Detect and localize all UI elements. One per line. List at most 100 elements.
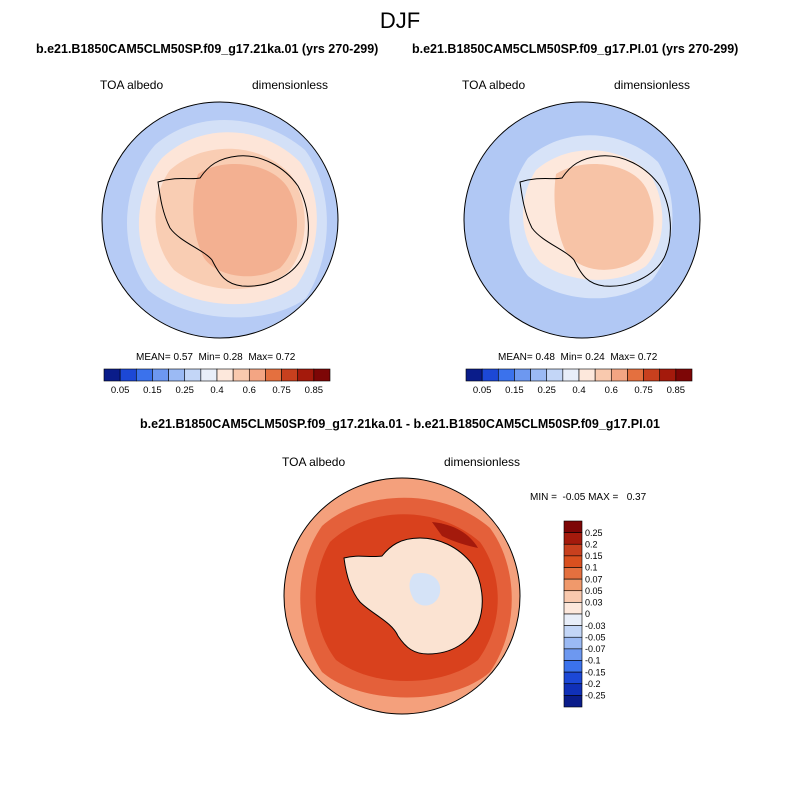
left-colorbar-tick-label: 0.15 [143,385,162,396]
right-stats: MEAN= 0.48 Min= 0.24 Max= 0.72 [498,352,657,363]
diff-colorbar-swatch [563,695,583,708]
left-antarctica-coastline [157,155,309,287]
diff-colorbar-tick-label: 0.25 [585,528,603,538]
diff-colorbar-tick-label: 0.03 [585,598,603,608]
diff-colorbar-tick-label: -0.03 [585,621,606,631]
left-colorbar-swatch [103,368,121,382]
right-panel-title: b.e21.B1850CAM5CLM50SP.f09_g17.PI.01 (yr… [412,42,739,56]
left-colorbar-tick-label: 0.25 [175,385,194,396]
diff-panel-title: b.e21.B1850CAM5CLM50SP.f09_g17.21ka.01 -… [140,417,660,431]
left-antarctic-interior [193,163,298,277]
left-polar-map [101,101,339,339]
right-mean-value: 0.48 [535,352,555,363]
left-colorbar-tick-label: 0.85 [305,385,324,396]
left-colorbar-swatch [119,368,137,382]
right-max-label: Max= [610,352,636,363]
left-colorbar-swatch [297,368,315,382]
diff-max-patch [432,522,478,548]
left-colorbar-tick-label: 0.4 [210,385,223,396]
left-colorbar-swatch [168,368,186,382]
left-colorbar-swatch [135,368,153,382]
diff-colorbar-swatch [563,660,583,673]
figure-title: DJF [379,8,421,33]
right-min-value: 0.24 [585,352,605,363]
left-colorbar-tick-label: 0.75 [272,385,291,396]
diff-colorbar-swatch [563,671,583,685]
diff-colorbar-swatch [563,636,583,650]
diff-units-label: dimensionless [444,455,521,469]
right-colorbar-tick-label: 0.25 [537,385,556,396]
right-colorbar-tick-label: 0.4 [572,385,585,396]
left-colorbar-swatch [152,368,169,382]
left-colorbar-swatch [200,368,218,382]
right-colorbar-swatch [627,368,644,382]
right-colorbar-tick-label: 0.15 [505,385,524,396]
left-min-label: Min= [198,352,221,363]
left-colorbar-swatch [232,368,250,382]
diff-minmax: MIN = -0.05 MAX = 0.37 [530,492,647,503]
left-units-label: dimensionless [252,78,329,92]
right-colorbar-tick-label: 0.85 [667,385,686,396]
right-colorbar-tick-label: 0.6 [605,385,618,396]
right-colorbar-swatch [465,368,483,382]
left-mean-label: MEAN= [136,352,171,363]
diff-colorbar-swatch [563,602,583,615]
diff-colorbar-tick-label: -0.1 [585,656,601,666]
diff-colorbar-swatch [563,683,583,696]
right-colorbar-swatch [578,368,596,382]
left-mean-value: 0.57 [173,352,193,363]
left-map-border [101,101,339,339]
diff-colorbar-swatch [563,578,583,592]
diff-colorbar-tick-label: -0.2 [585,679,601,689]
diff-colorbar-swatch [563,648,583,661]
diff-colorbar-tick-label: 0.2 [585,539,598,549]
diff-colorbar: 0.250.2 0.15 0.10.07 0.05 0.030 -0.03-0.05 -0.… [563,520,606,708]
diff-colorbar-tick-label: -0.25 [585,691,606,701]
diff-colorbar-swatch [563,590,583,603]
right-map-border [463,101,701,339]
diff-colorbar-tick-label: -0.15 [585,667,606,677]
diff-colorbar-tick-label: 0.05 [585,586,603,596]
diff-variable-label: TOA albedo [282,455,346,469]
diff-colorbar-swatch [563,567,583,580]
left-colorbar-swatch [216,368,234,382]
left-colorbar-tick-label: 0.6 [243,385,256,396]
left-stats: MEAN= 0.57 Min= 0.28 Max= 0.72 [136,352,295,363]
diff-negative-patch [409,572,441,606]
right-antarctica-coastline [519,155,671,287]
right-mean-label: MEAN= [498,352,533,363]
diff-colorbar-tick-label: 0 [585,609,590,619]
right-variable-label: TOA albedo [462,78,526,92]
diff-colorbar-swatch [563,555,583,568]
right-colorbar-swatch [659,368,677,382]
diff-colorbar-swatch [563,543,583,557]
right-colorbar-swatch [610,368,628,382]
right-colorbar-tick-label: 0.05 [473,385,492,396]
right-min-label: Min= [560,352,583,363]
right-colorbar-swatch [530,368,548,382]
left-colorbar-swatch [265,368,282,382]
diff-colorbar-tick-label: 0.1 [585,563,598,573]
right-colorbar-swatch [481,368,499,382]
left-colorbar-swatch [281,368,299,382]
right-colorbar-swatch [562,368,580,382]
right-colorbar-swatch [514,368,531,382]
left-colorbar: 0.050.150.250.40.60.750.850.95 [103,368,331,396]
diff-antarctica-coastline [343,537,483,655]
left-variable-label: TOA albedo [100,78,164,92]
diff-polar-map [283,477,521,715]
diff-colorbar-tick-label: -0.07 [585,644,606,654]
left-colorbar-swatch [313,368,331,382]
right-colorbar-swatch [675,368,693,382]
right-colorbar-swatch [643,368,661,382]
diff-colorbar-tick-label: 0.07 [585,574,603,584]
right-colorbar-swatch [594,368,612,382]
left-panel-title: b.e21.B1850CAM5CLM50SP.f09_g17.21ka.01 (… [36,42,379,56]
right-units-label: dimensionless [614,78,691,92]
diff-colorbar-swatch [563,520,583,533]
diff-map-border [283,477,521,715]
right-colorbar-swatch [497,368,515,382]
diff-colorbar-tick-label: -0.05 [585,632,606,642]
left-colorbar-swatch [184,368,202,382]
left-colorbar-swatch [248,368,266,382]
